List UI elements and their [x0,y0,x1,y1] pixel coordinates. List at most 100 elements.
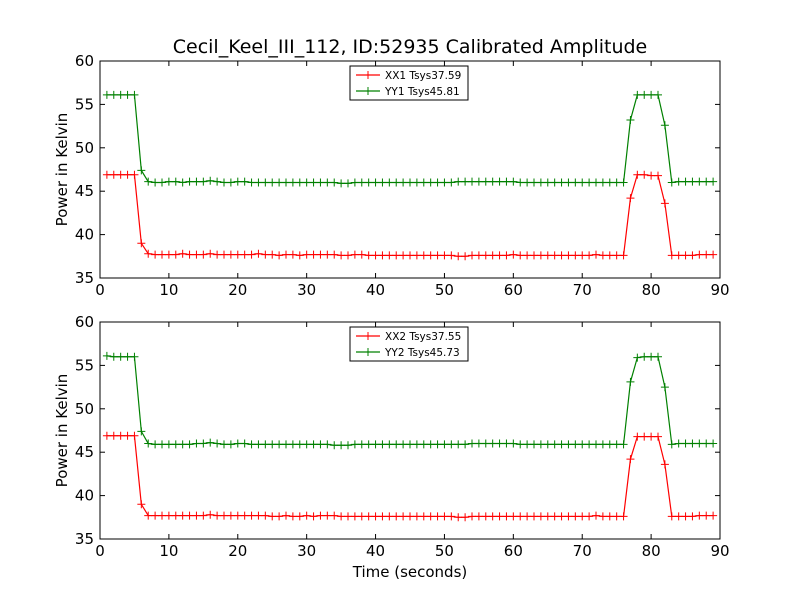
data-point [598,178,607,187]
data-point [660,121,669,130]
data-point [158,250,166,259]
data-point [688,512,697,521]
data-point [474,512,483,521]
data-point [571,178,580,187]
data-point [433,251,442,260]
data-point [681,512,690,521]
data-point [102,170,111,179]
data-point [461,252,470,261]
data-point [674,512,683,521]
data-point [543,178,552,187]
data-point [109,431,118,440]
data-point [247,250,256,259]
data-point [619,251,628,260]
data-point [605,512,614,521]
data-point [481,251,490,260]
data-point [509,512,518,521]
x-tick-label: 90 [710,281,729,299]
data-point [426,512,435,521]
data-point [495,251,504,260]
data-point [592,250,600,259]
data-point [144,511,153,520]
y-tick-label: 45 [75,443,94,461]
data-point [247,440,256,449]
legend-label: XX2 Tsys37.55 [385,331,461,343]
legend-label: YY1 Tsys45.81 [384,86,460,98]
data-point [371,512,380,521]
y-tick-label: 55 [75,95,94,113]
data-point [419,512,428,521]
data-point [392,251,401,260]
data-point [633,170,642,179]
data-point [523,512,532,521]
data-point [109,90,118,99]
data-point [378,251,387,260]
data-point [123,431,132,440]
data-point [702,439,711,448]
data-point [523,440,532,449]
data-point [185,250,194,259]
data-point [447,440,456,449]
data-point [302,511,311,520]
data-point [213,250,222,259]
data-point [261,250,270,259]
data-point [571,512,580,521]
x-tick-label: 90 [710,542,729,560]
y-tick-label: 40 [75,226,94,244]
data-point [199,439,208,448]
data-point [288,178,297,187]
data-point [123,170,132,179]
data-point [275,512,284,521]
data-point [702,511,711,520]
data-point [185,440,194,449]
data-point [116,170,125,179]
data-point [440,512,449,521]
data-point [213,511,222,520]
chart-title: Cecil_Keel_III_112, ID:52935 Calibrated … [173,36,648,58]
data-point [164,177,173,186]
data-point [585,440,594,449]
data-point [550,251,559,260]
data-point [626,194,635,203]
data-point [399,251,408,260]
data-point [378,440,387,449]
data-point [220,178,228,187]
x-tick-label: 40 [366,281,385,299]
data-point [268,512,277,521]
data-point [447,178,456,187]
data-point [158,511,166,520]
y-tick-label: 45 [75,182,94,200]
data-point [151,511,160,520]
data-point [419,251,428,260]
data-point [171,440,180,449]
data-point [240,177,249,186]
data-point [667,440,676,449]
data-point [495,512,504,521]
data-point [578,251,587,260]
data-point [213,177,222,186]
data-point [233,439,242,448]
data-point [406,512,414,521]
data-point [171,177,180,186]
data-point [433,440,442,449]
data-point [364,251,373,260]
data-point [557,440,566,449]
y-tick-label: 35 [75,269,94,287]
data-point [626,377,635,386]
data-point [454,440,463,449]
data-point [550,512,559,521]
data-point [240,511,249,520]
data-point [185,177,194,186]
data-point [592,178,600,187]
data-point [709,439,718,448]
data-point [454,177,463,186]
data-point [564,512,573,521]
series-2-group [102,351,718,450]
data-point [426,440,435,449]
data-point [419,178,428,187]
data-point [337,251,346,260]
data-point [585,251,594,260]
legend-swatch-marker [364,71,372,79]
data-point [702,250,711,259]
plot-frame [99,321,721,540]
